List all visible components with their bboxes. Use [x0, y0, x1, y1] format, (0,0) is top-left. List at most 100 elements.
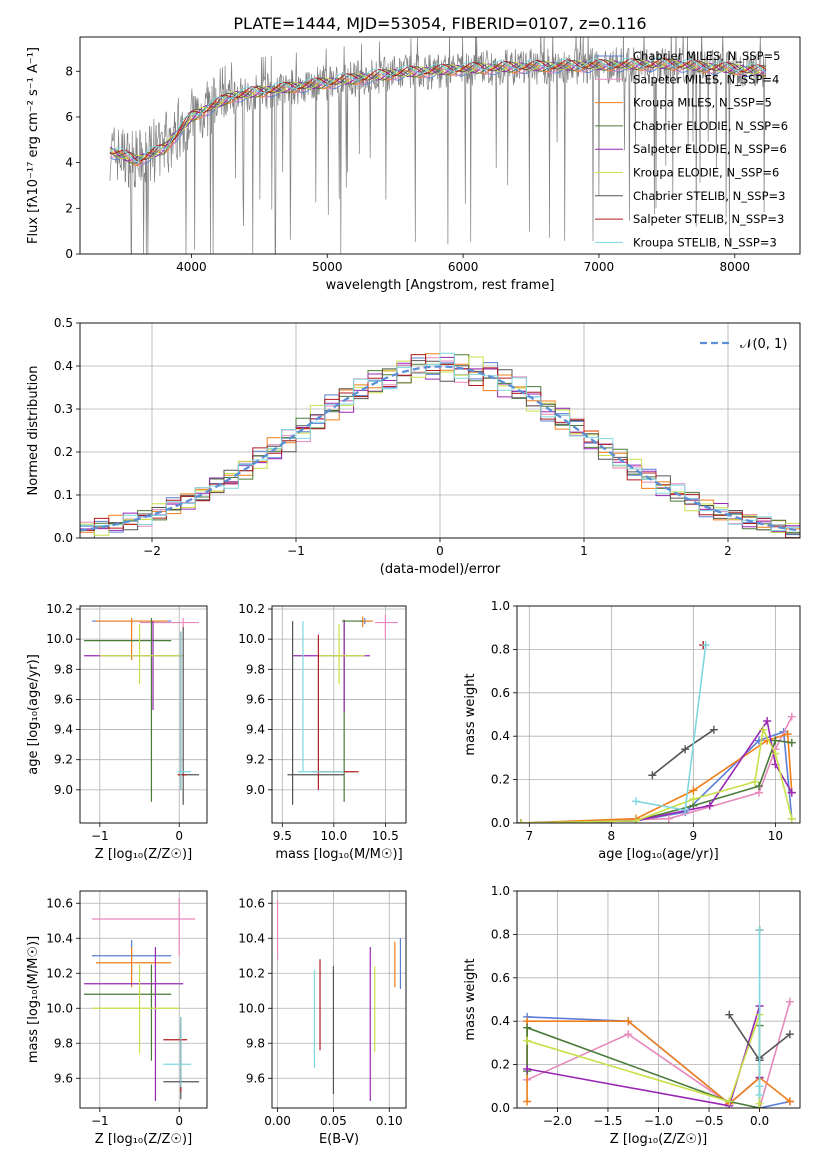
- mass-weight-marker: [709, 725, 718, 734]
- mass-weight-marker: [725, 1097, 734, 1106]
- mass-weight-marker: [523, 1064, 532, 1073]
- y-tick-label: 10.4: [238, 931, 265, 945]
- axes-frame: [516, 890, 801, 1109]
- mass-weight-marker: [787, 738, 796, 747]
- x-tick-label: 6000: [448, 260, 479, 274]
- errorbar-point: [83, 618, 172, 802]
- y-tick-label: 9.8: [246, 662, 265, 676]
- mass-weight-marker: [701, 641, 710, 650]
- mass-weight-marker: [763, 717, 772, 726]
- mass-weight-marker: [523, 1036, 532, 1045]
- y-tick-label: 10.6: [238, 896, 265, 910]
- panel-residuals: −2 −1 0 1 2 0.0 0.1 0.2 0.3 0.4 0.5 (data-model)/er…: [26, 316, 801, 577]
- model-spectrum-line: [109, 57, 767, 163]
- y-tick-label: 1.0: [491, 599, 510, 613]
- y-tick-label: 9.6: [246, 692, 265, 706]
- mass-weight-marker: [771, 736, 780, 745]
- x-tick-label: −1: [91, 829, 109, 843]
- mass-weight-marker: [631, 797, 640, 806]
- x-tick-label: 2: [724, 544, 732, 558]
- mass-weight-marker: [787, 814, 796, 823]
- errorbar-point: [139, 618, 200, 631]
- errorbar-point: [342, 619, 363, 802]
- y-tick-label: 0.0: [491, 816, 510, 830]
- y-tick-label: 10.0: [46, 632, 73, 646]
- x-tick-label: 0.00: [264, 1114, 291, 1128]
- panel-age-vs-mass: 9.5 10.0 10.5 9.0 9.2 9.4 9.6 9.8 10.0 10.2 mass […: [238, 602, 407, 862]
- x-axis-label: Z [log₁₀(Z/Z☉)]: [610, 1132, 707, 1147]
- plot-area: [523, 926, 794, 1108]
- x-tick-label: 7: [525, 829, 533, 843]
- x-tick-label: 7000: [584, 260, 615, 274]
- x-tick-label: 4000: [176, 260, 207, 274]
- errorbar-point: [297, 621, 345, 773]
- axes-frame: [79, 605, 208, 824]
- axes-frame: [516, 605, 801, 824]
- mass-weight-marker: [725, 1010, 734, 1019]
- y-tick-label: 0.8: [491, 642, 510, 656]
- y-tick-label: 10.4: [46, 931, 73, 945]
- mass-weight-marker: [755, 1090, 764, 1099]
- mass-weight-marker: [755, 1082, 764, 1091]
- residual-histogram-line: [80, 360, 800, 535]
- mass-weight-marker: [754, 782, 763, 791]
- x-tick-label: −2: [143, 544, 161, 558]
- y-tick-label: 9.6: [54, 1071, 73, 1085]
- y-tick-label: 0.0: [491, 1101, 510, 1115]
- x-tick-label: −1.5: [593, 1114, 622, 1128]
- x-tick-label: 0: [436, 544, 444, 558]
- mass-weight-marker: [783, 730, 792, 739]
- x-tick-label: 5000: [312, 260, 343, 274]
- errorbar-point: [95, 618, 168, 661]
- y-tick-label: 9.4: [246, 723, 265, 737]
- legend-entry: Chabrier MILES, N_SSP=5: [633, 49, 780, 63]
- axes-frame: [271, 890, 407, 1109]
- x-tick-label: 8: [608, 829, 616, 843]
- mass-weight-marker: [785, 997, 794, 1006]
- x-axis-label: age [log₁₀(age/yr)]: [598, 847, 719, 862]
- axes-frame: [79, 890, 208, 1109]
- panel-spectrum: 4000 5000 6000 7000 8000 0 2 4 6 8 wavelength [Ang…: [26, 36, 801, 293]
- y-tick-label: 9.0: [246, 783, 265, 797]
- errorbar-point: [91, 898, 196, 956]
- mass-weight-marker: [681, 805, 690, 814]
- mass-weight-marker: [771, 749, 780, 758]
- mass-weight-line: [521, 732, 793, 823]
- x-tick-label: 0.10: [376, 1114, 403, 1128]
- y-tick-label: 9.8: [246, 1036, 265, 1050]
- x-tick-label: 9.5: [273, 829, 292, 843]
- x-tick-label: 0: [175, 829, 183, 843]
- errorbar-point: [83, 964, 172, 1061]
- y-tick-label: 0: [65, 247, 73, 261]
- mass-weight-marker: [785, 1097, 794, 1106]
- errorbar-point: [318, 624, 365, 685]
- mass-weight-marker: [689, 795, 698, 804]
- y-tick-label: 10.2: [238, 602, 265, 616]
- y-tick-label: 0.3: [54, 402, 73, 416]
- x-tick-label: 10: [768, 829, 783, 843]
- errorbar-point: [313, 634, 359, 790]
- y-tick-label: 0.2: [491, 773, 510, 787]
- panel-mass-vs-EBV: 0.00 0.05 0.10 9.6 9.8 10.0 10.2 10.4 10.6 E(B-V): [238, 890, 407, 1147]
- x-axis-label: Z [log₁₀(Z/Z☉)]: [95, 1132, 192, 1147]
- y-tick-label: 1.0: [491, 884, 510, 898]
- mass-weight-marker: [705, 801, 714, 810]
- y-axis-label: Flux [fλ10⁻¹⁷ erg cm⁻² s⁻¹ A⁻¹]: [26, 47, 41, 244]
- errorbar-point: [352, 616, 374, 628]
- figure-title: PLATE=1444, MJD=53054, FIBERID=0107, z=0…: [233, 14, 646, 33]
- y-tick-label: 2: [65, 201, 73, 215]
- y-tick-label: 0.6: [491, 971, 510, 985]
- axes-frame: [79, 36, 801, 255]
- mass-weight-marker: [755, 926, 764, 935]
- panel-weight-vs-age: 7 8 9 10 0.0 0.2 0.4 0.6 0.8 1.0 age [log₁₀(age/yr…: [463, 599, 801, 862]
- y-tick-label: 9.8: [54, 662, 73, 676]
- mass-weight-marker: [523, 1097, 532, 1106]
- mass-weight-marker: [787, 788, 796, 797]
- mass-weight-marker: [523, 1023, 532, 1032]
- legend-entry: Salpeter ELODIE, N_SSP=6: [633, 142, 787, 156]
- mass-weight-marker: [755, 1099, 764, 1108]
- mass-weight-marker: [787, 712, 796, 721]
- panel-weight-vs-Z: −2.0 −1.5 −1.0 −0.5 0.0 0.0 0.2 0.4 0.6 0.8 1.0 Z […: [463, 884, 801, 1147]
